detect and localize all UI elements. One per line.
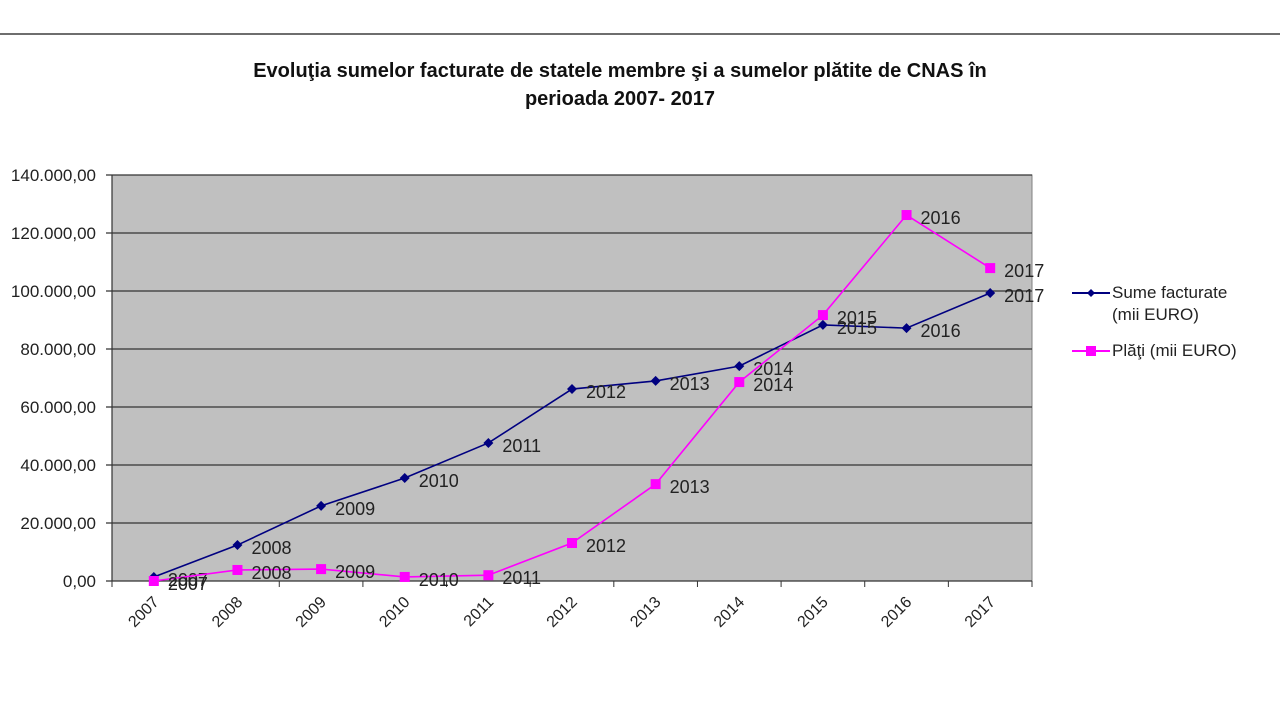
- data-label: 2016: [921, 321, 961, 341]
- x-axis-tick-label: 2012: [544, 594, 581, 631]
- data-label: 2010: [419, 570, 459, 590]
- data-label: 2007: [168, 574, 208, 594]
- x-axis-tick-label: 2010: [376, 594, 413, 631]
- x-axis-tick-label: 2013: [627, 594, 664, 631]
- data-point-marker: [650, 479, 661, 490]
- data-point-marker: [399, 571, 410, 582]
- diamond-marker-icon: [1072, 289, 1110, 297]
- y-axis-tick-label: 120.000,00: [11, 224, 96, 243]
- data-point-marker: [399, 473, 410, 484]
- data-point-marker: [232, 540, 243, 551]
- data-label: 2008: [251, 538, 291, 558]
- legend: Sume facturate (mii EURO) Plăţi (mii EUR…: [1070, 282, 1237, 376]
- data-label: 2013: [670, 374, 710, 394]
- data-point-marker: [316, 564, 327, 575]
- x-axis-tick-label: 2014: [711, 594, 748, 631]
- chart-title-line-2: perioada 2007- 2017: [524, 88, 716, 110]
- x-axis-tick-label: 2011: [461, 594, 497, 630]
- x-axis-tick-label: 2008: [209, 594, 246, 631]
- legend-label-line: Sume facturate: [1112, 283, 1228, 302]
- y-axis-tick-label: 80.000,00: [20, 340, 96, 359]
- data-point-marker: [567, 538, 577, 549]
- data-point-marker: [483, 437, 494, 448]
- y-axis-tick-label: 100.000,00: [11, 282, 96, 301]
- data-label: 2017: [1004, 286, 1044, 306]
- data-point-marker: [901, 323, 912, 334]
- y-axis-tick-label: 60.000,00: [20, 398, 96, 417]
- data-label: 2015: [837, 318, 877, 338]
- data-label: 2014: [753, 375, 793, 395]
- data-point-marker: [985, 263, 996, 274]
- data-point-marker: [985, 288, 996, 299]
- data-label: 2009: [335, 562, 375, 582]
- data-label: 2017: [1004, 261, 1044, 281]
- plot-area: [111, 174, 1033, 582]
- data-point-marker: [567, 384, 577, 395]
- y-axis-tick-label: 140.000,00: [11, 166, 96, 185]
- data-label: 2011: [502, 436, 541, 456]
- data-label: 2012: [586, 536, 626, 556]
- data-point-marker: [734, 377, 745, 388]
- data-label: 2014: [753, 359, 793, 379]
- y-axis-tick-label: 20.000,00: [20, 514, 96, 533]
- square-marker-icon: [1072, 346, 1110, 356]
- x-axis-tick-label: 2016: [878, 594, 915, 631]
- data-label: 2010: [419, 471, 459, 491]
- data-point-marker: [483, 570, 494, 581]
- legend-item-sume-facturate: Sume facturate (mii EURO): [1070, 282, 1237, 326]
- data-label: 2013: [670, 477, 710, 497]
- legend-label-line: Plăţi (mii EURO): [1112, 341, 1237, 360]
- x-axis-tick-label: 2015: [795, 594, 832, 631]
- data-point-marker: [734, 361, 745, 372]
- top-divider: [0, 33, 1280, 35]
- data-point-marker: [901, 210, 912, 221]
- chart-title-line-1: Evoluţia sumelor facturate de statele me…: [253, 60, 987, 82]
- data-point-marker: [650, 375, 661, 386]
- x-axis-tick-label: 2009: [293, 594, 330, 631]
- data-label: 2012: [586, 382, 626, 402]
- y-axis-tick-label: 40.000,00: [20, 456, 96, 475]
- data-label: 2009: [335, 499, 375, 519]
- data-label: 2011: [502, 568, 541, 588]
- data-label: 2016: [921, 208, 961, 228]
- y-axis-tick-label: 0,00: [63, 572, 96, 591]
- data-point-marker: [316, 500, 327, 511]
- x-axis-tick-label: 2007: [125, 594, 162, 631]
- data-label: 2008: [251, 563, 291, 583]
- legend-label-line: (mii EURO): [1112, 305, 1199, 324]
- data-label: 2015: [837, 308, 877, 328]
- data-point-marker: [148, 576, 159, 586]
- x-axis-tick-label: 2017: [962, 594, 999, 631]
- data-point-marker: [232, 564, 243, 575]
- legend-item-plati: Plăţi (mii EURO): [1070, 340, 1237, 362]
- data-point-marker: [817, 319, 828, 330]
- data-point-marker: [817, 310, 828, 321]
